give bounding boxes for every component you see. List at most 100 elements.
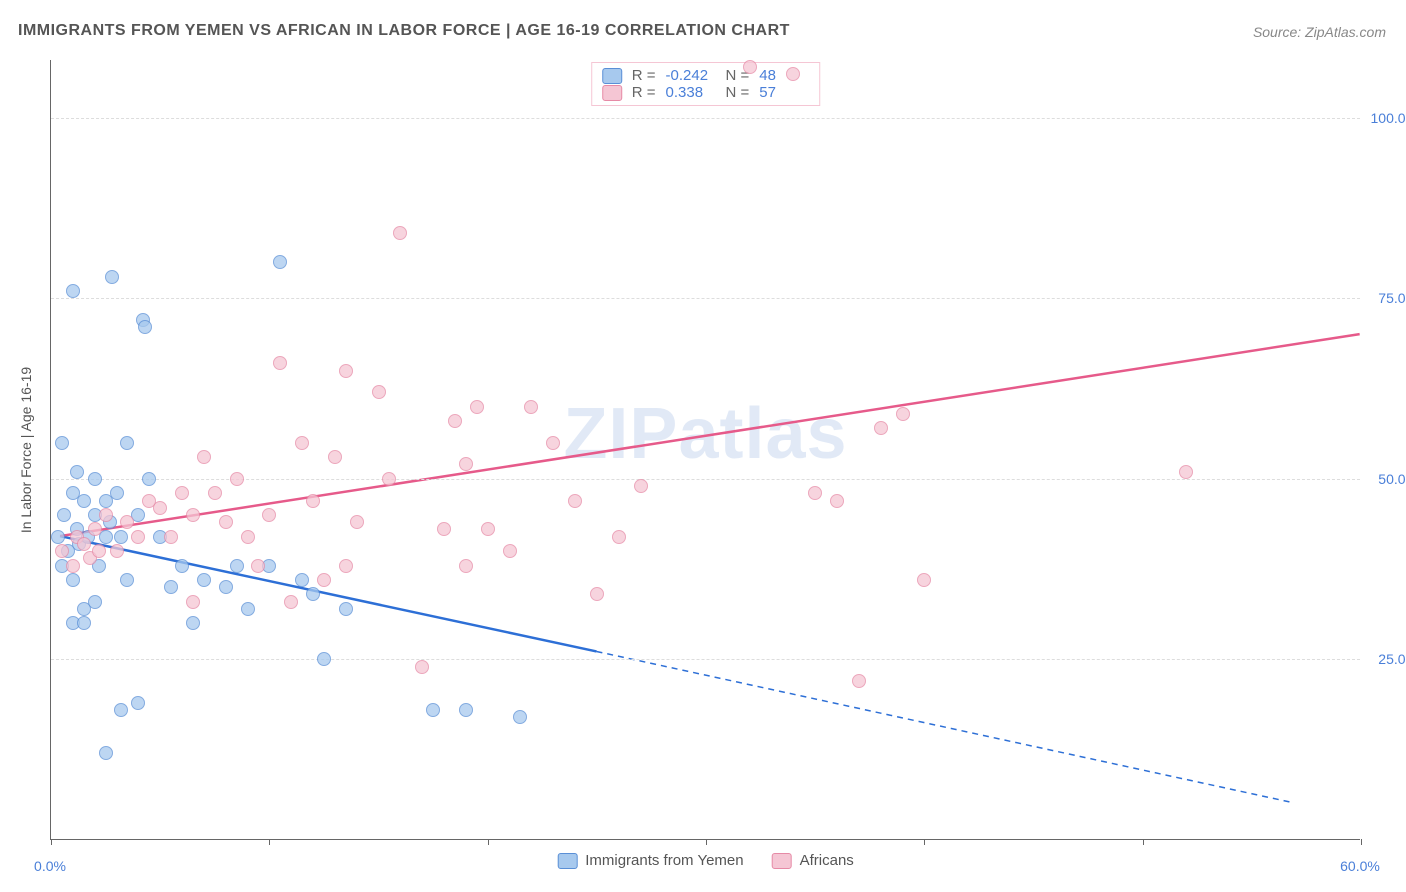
data-point bbox=[612, 530, 626, 544]
data-point bbox=[808, 486, 822, 500]
data-point bbox=[546, 436, 560, 450]
data-point bbox=[110, 544, 124, 558]
data-point bbox=[186, 595, 200, 609]
data-point bbox=[99, 746, 113, 760]
data-point bbox=[77, 616, 91, 630]
data-point bbox=[459, 457, 473, 471]
data-point bbox=[295, 436, 309, 450]
data-point bbox=[138, 320, 152, 334]
data-point bbox=[208, 486, 222, 500]
x-tick bbox=[1143, 839, 1144, 845]
data-point bbox=[273, 255, 287, 269]
data-point bbox=[459, 559, 473, 573]
legend-row-africans: R = 0.338 N = 57 bbox=[602, 84, 810, 101]
x-tick-label: 60.0% bbox=[1340, 858, 1380, 874]
gridline bbox=[51, 298, 1360, 299]
watermark: ZIPatlas bbox=[563, 393, 847, 475]
data-point bbox=[175, 486, 189, 500]
y-tick-label: 25.0% bbox=[1363, 651, 1406, 667]
data-point bbox=[317, 652, 331, 666]
data-point bbox=[114, 703, 128, 717]
gridline bbox=[51, 479, 1360, 480]
data-point bbox=[164, 530, 178, 544]
data-point bbox=[251, 559, 265, 573]
data-point bbox=[186, 508, 200, 522]
source-label: Source: ZipAtlas.com bbox=[1253, 24, 1386, 40]
gridline bbox=[51, 659, 1360, 660]
data-point bbox=[634, 479, 648, 493]
data-point bbox=[339, 364, 353, 378]
data-point bbox=[743, 60, 757, 74]
data-point bbox=[110, 486, 124, 500]
x-tick bbox=[706, 839, 707, 845]
data-point bbox=[114, 530, 128, 544]
data-point bbox=[66, 573, 80, 587]
data-point bbox=[437, 522, 451, 536]
data-point bbox=[197, 450, 211, 464]
data-point bbox=[120, 573, 134, 587]
y-tick-label: 50.0% bbox=[1363, 471, 1406, 487]
data-point bbox=[284, 595, 298, 609]
data-point bbox=[57, 508, 71, 522]
x-tick-label: 0.0% bbox=[34, 858, 66, 874]
chart-container: IMMIGRANTS FROM YEMEN VS AFRICAN IN LABO… bbox=[0, 0, 1406, 892]
data-point bbox=[568, 494, 582, 508]
data-point bbox=[448, 414, 462, 428]
data-point bbox=[503, 544, 517, 558]
data-point bbox=[99, 508, 113, 522]
data-point bbox=[328, 450, 342, 464]
x-tick bbox=[924, 839, 925, 845]
data-point bbox=[350, 515, 364, 529]
data-point bbox=[164, 580, 178, 594]
x-tick bbox=[269, 839, 270, 845]
data-point bbox=[339, 602, 353, 616]
x-tick bbox=[51, 839, 52, 845]
data-point bbox=[306, 587, 320, 601]
data-point bbox=[88, 522, 102, 536]
data-point bbox=[92, 544, 106, 558]
data-point bbox=[88, 595, 102, 609]
data-point bbox=[459, 703, 473, 717]
data-point bbox=[1179, 465, 1193, 479]
data-point bbox=[105, 270, 119, 284]
data-point bbox=[917, 573, 931, 587]
chart-title: IMMIGRANTS FROM YEMEN VS AFRICAN IN LABO… bbox=[18, 22, 790, 40]
data-point bbox=[230, 559, 244, 573]
data-point bbox=[241, 602, 255, 616]
legend-row-yemen: R = -0.242 N = 48 bbox=[602, 67, 810, 84]
data-point bbox=[55, 544, 69, 558]
data-point bbox=[186, 616, 200, 630]
legend-correlation: R = -0.242 N = 48 R = 0.338 N = 57 bbox=[591, 62, 821, 106]
data-point bbox=[77, 537, 91, 551]
legend-swatch-yemen-icon bbox=[557, 853, 577, 869]
data-point bbox=[295, 573, 309, 587]
legend-swatch-yemen bbox=[602, 68, 622, 84]
data-point bbox=[306, 494, 320, 508]
legend-swatch-africans bbox=[602, 85, 622, 101]
data-point bbox=[55, 436, 69, 450]
data-point bbox=[874, 421, 888, 435]
data-point bbox=[896, 407, 910, 421]
data-point bbox=[197, 573, 211, 587]
data-point bbox=[590, 587, 604, 601]
data-point bbox=[524, 400, 538, 414]
plot-area: ZIPatlas R = -0.242 N = 48 R = 0.338 N =… bbox=[50, 60, 1360, 840]
data-point bbox=[852, 674, 866, 688]
data-point bbox=[219, 580, 233, 594]
data-point bbox=[142, 472, 156, 486]
legend-item-yemen: Immigrants from Yemen bbox=[557, 852, 743, 869]
data-point bbox=[513, 710, 527, 724]
data-point bbox=[786, 67, 800, 81]
data-point bbox=[317, 573, 331, 587]
data-point bbox=[77, 494, 91, 508]
data-point bbox=[241, 530, 255, 544]
data-point bbox=[426, 703, 440, 717]
data-point bbox=[470, 400, 484, 414]
legend-swatch-africans-icon bbox=[772, 853, 792, 869]
data-point bbox=[262, 508, 276, 522]
data-point bbox=[70, 465, 84, 479]
data-point bbox=[830, 494, 844, 508]
data-point bbox=[175, 559, 189, 573]
data-point bbox=[66, 284, 80, 298]
data-point bbox=[88, 472, 102, 486]
